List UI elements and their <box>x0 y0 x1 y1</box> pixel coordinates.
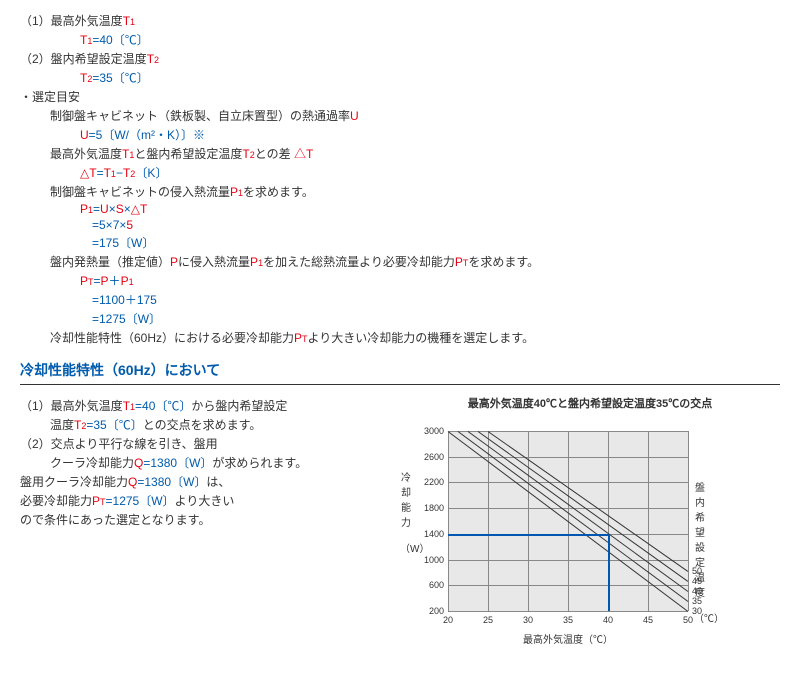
p1-eq: P1=U×S×△T <box>20 202 780 216</box>
lower-l7: ので条件にあった選定となります。 <box>20 511 400 528</box>
p1-calc: =5×7×5 <box>20 218 780 232</box>
final: 冷却性能特性（60Hz）における必要冷却能力PTより大きい冷却能力の機種を選定し… <box>20 329 780 346</box>
p1-result: =175〔W〕 <box>20 234 780 251</box>
item1: （1）最高外気温度T1 <box>20 12 780 29</box>
section-title: 冷却性能特性（60Hz）において <box>20 360 780 385</box>
pt-calc: =1100＋175 <box>20 291 780 308</box>
lower-l2: 温度T2=35〔℃〕との交点を求めます。 <box>20 416 400 433</box>
pt-result: =1275〔W〕 <box>20 310 780 327</box>
hatsu: 盤内発熱量（推定値）Pに侵入熱流量P1を加えた総熱流量より必要冷却能力PTを求め… <box>20 253 780 270</box>
chart-title: 最高外気温度40℃と盤内希望設定温度35℃の交点 <box>400 395 780 411</box>
x-axis-label: 最高外気温度（℃） <box>448 631 688 646</box>
lower-l6: 必要冷却能力PT=1275〔W〕より大きい <box>20 492 400 509</box>
performance-chart: 冷却能力（W） 盤内希望設定温度（℃） 最高外気温度（℃） 2025303540… <box>400 419 740 649</box>
dt-eq: △T=T1−T2〔K〕 <box>20 164 780 181</box>
diff-t: 最高外気温度T1と盤内希望設定温度T2との差 △T <box>20 145 780 162</box>
t2-eq: T2=35〔℃〕 <box>20 69 780 86</box>
u-eq: U=5〔W/（m²・K）〕※ <box>20 126 780 143</box>
pt-eq: PT=P＋P1 <box>20 272 780 289</box>
cabinet-u: 制御盤キャビネット（鉄板製、自立床置型）の熱通過率U <box>20 107 780 124</box>
lower-l5: 盤用クーラ冷却能力Q=1380〔W〕は、 <box>20 473 400 490</box>
lower-l4: クーラ冷却能力Q=1380〔W〕が求められます。 <box>20 454 400 471</box>
lower-l1: （1）最高外気温度T1=40〔℃〕から盤内希望設定 <box>20 397 400 414</box>
y-axis-label: 冷却能力（W） <box>400 469 412 555</box>
sentei: ・選定目安 <box>20 88 780 105</box>
cabinet-p1: 制御盤キャビネットの侵入熱流量P1を求めます。 <box>20 183 780 200</box>
lower-l3: （2）交点より平行な線を引き、盤用 <box>20 435 400 452</box>
item2: （2）盤内希望設定温度T2 <box>20 50 780 67</box>
t1-eq: T1=40〔℃〕 <box>20 31 780 48</box>
